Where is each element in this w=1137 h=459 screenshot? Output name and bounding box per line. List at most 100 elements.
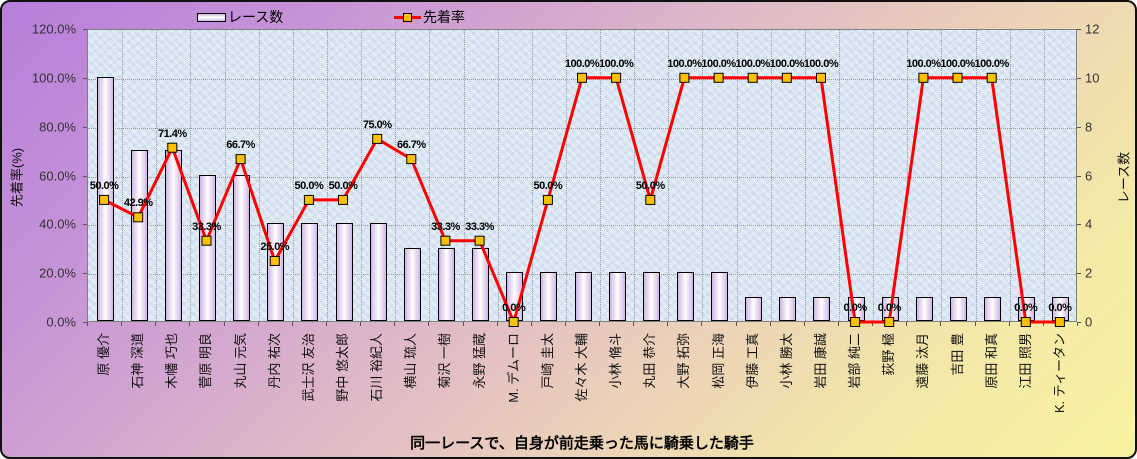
- rate-line: [103, 76, 1060, 327]
- chart-title: 同一レースで、自身が前走乗った馬に騎乗した騎手: [410, 435, 754, 452]
- rate-marker-icon: [99, 194, 110, 205]
- v-gridline: [190, 30, 192, 321]
- right-axis-tick: [1077, 175, 1081, 177]
- category-label: K. ティータン: [1051, 333, 1067, 414]
- x-axis-tick: [121, 322, 123, 326]
- rate-marker-icon: [952, 72, 963, 83]
- race-count-bar: [642, 272, 660, 321]
- race-count-bar: [779, 296, 797, 321]
- legend-label-rate: 先着率: [423, 9, 465, 25]
- rate-data-label: 50.0%: [89, 179, 119, 192]
- race-count-bar: [608, 272, 626, 321]
- x-axis-tick: [1008, 322, 1010, 326]
- x-axis-tick: [906, 322, 908, 326]
- rate-data-label: 100.0%: [940, 57, 975, 70]
- x-axis-tick: [1077, 322, 1078, 326]
- right-axis-tick-label: 4: [1085, 216, 1093, 232]
- category-label: 戸崎 圭太: [539, 333, 555, 389]
- race-count-bar: [233, 174, 251, 321]
- rate-data-label: 0.0%: [877, 302, 902, 314]
- legend-entry-rate: 先着率: [394, 8, 465, 26]
- race-count-bar: [301, 223, 319, 321]
- rate-marker-icon: [338, 194, 348, 205]
- x-axis-tick: [87, 322, 88, 326]
- rate-marker-icon: [303, 194, 314, 205]
- rate-data-label: 71.4%: [157, 127, 187, 140]
- right-axis-tick-label: 8: [1085, 119, 1093, 135]
- v-gridline: [600, 30, 602, 321]
- rate-data-label: 100.0%: [803, 57, 839, 70]
- rate-data-label: 33.3%: [192, 220, 221, 233]
- x-axis-tick: [1042, 322, 1044, 326]
- right-axis-tick: [1077, 322, 1081, 323]
- right-axis-tick-label: 0: [1085, 314, 1093, 330]
- x-axis-tick: [735, 322, 737, 326]
- rate-marker-icon: [1054, 317, 1065, 327]
- right-axis-tick: [1077, 273, 1081, 275]
- race-count-bar: [130, 150, 148, 321]
- rate-marker-icon: [235, 154, 246, 165]
- left-axis-title: 先着率(%): [9, 147, 25, 208]
- rate-marker-icon: [816, 72, 826, 83]
- v-gridline: [975, 30, 977, 321]
- rate-data-label: 0.0%: [502, 302, 526, 314]
- rate-data-label: 100.0%: [564, 57, 600, 70]
- left-axis-tick: [83, 29, 87, 30]
- category-label: 横山 琉人: [403, 333, 419, 389]
- right-axis-tick: [1077, 77, 1081, 79]
- category-label: 岩田 康誠: [812, 333, 828, 389]
- left-axis-tick-label: 40.0%: [39, 216, 76, 232]
- v-gridline: [907, 30, 909, 321]
- right-axis-tick-label: 6: [1085, 168, 1093, 183]
- category-label: M. デムーロ: [505, 333, 521, 403]
- legend-label-races: レース数: [228, 9, 284, 25]
- v-gridline: [224, 30, 226, 321]
- rate-marker-icon: [269, 256, 280, 266]
- right-axis-tick-label: 12: [1085, 21, 1100, 37]
- v-gridline: [873, 30, 875, 321]
- category-label: 松岡 正海: [710, 333, 726, 389]
- category-label: 野中 悠太郎: [335, 333, 351, 402]
- category-label: 石神 深道: [130, 333, 146, 389]
- v-gridline: [702, 30, 704, 321]
- rate-data-label: 100.0%: [701, 57, 736, 70]
- x-axis-tick: [872, 322, 874, 326]
- left-axis-tick-label: 20.0%: [39, 265, 76, 281]
- rate-marker-icon: [508, 317, 519, 327]
- h-gridline: [88, 176, 1076, 178]
- rate-marker-icon: [884, 317, 895, 327]
- rate-data-label: 33.3%: [431, 220, 460, 233]
- v-gridline: [292, 30, 294, 321]
- rate-data-label: 42.9%: [123, 197, 153, 210]
- rate-marker-icon: [713, 72, 724, 83]
- rate-data-label: 100.0%: [769, 57, 805, 70]
- rate-data-label: 33.3%: [465, 220, 494, 233]
- race-count-bar: [574, 272, 592, 321]
- rate-marker-icon: [747, 72, 758, 83]
- rate-marker-icon: [1020, 317, 1031, 327]
- x-axis-tick: [223, 322, 225, 326]
- v-gridline: [804, 30, 806, 321]
- x-axis-tick: [394, 322, 396, 326]
- rate-line-chart: [99, 72, 1065, 327]
- race-count-bar: [950, 296, 968, 321]
- rate-data-label: 50.0%: [294, 179, 324, 192]
- rate-marker-icon: [372, 133, 383, 144]
- legend: レース数 先着率: [2, 8, 1135, 26]
- left-axis-tick-label: 0.0%: [46, 314, 76, 330]
- rate-data-label: 100.0%: [598, 57, 634, 70]
- x-axis-tick: [496, 322, 498, 326]
- x-axis-tick: [838, 322, 840, 326]
- v-gridline: [565, 30, 567, 321]
- rate-data-label: 50.0%: [533, 179, 563, 192]
- category-label: 菅原 明良: [198, 333, 214, 389]
- category-label: 永野 猛蔵: [471, 333, 487, 389]
- race-count-bar: [198, 174, 216, 321]
- left-axis-tick: [83, 175, 87, 177]
- x-axis-tick: [940, 322, 942, 326]
- x-axis-tick: [325, 322, 327, 326]
- left-axis-tick: [83, 224, 87, 226]
- rate-data-label: 66.7%: [396, 139, 426, 152]
- category-label: 大野 拓弥: [676, 333, 692, 389]
- category-label: 武士沢 友治: [300, 333, 316, 402]
